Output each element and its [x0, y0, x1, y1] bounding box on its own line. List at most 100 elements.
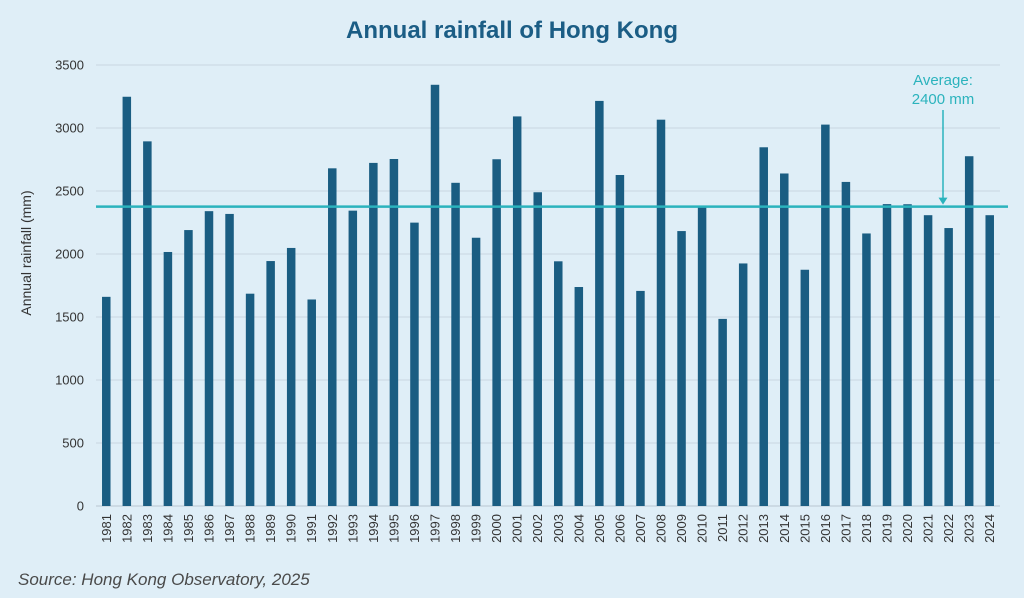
y-tick-label: 2000 — [55, 247, 84, 262]
x-tick-label: 2021 — [921, 514, 936, 543]
chart-title: Annual rainfall of Hong Kong — [346, 17, 678, 44]
x-tick-label: 2014 — [777, 514, 792, 543]
bar — [677, 231, 686, 506]
x-tick-label: 2023 — [962, 514, 977, 543]
bar — [780, 173, 789, 506]
average-label-line1: Average: — [913, 72, 973, 89]
bar — [348, 210, 358, 506]
bar — [245, 293, 255, 506]
x-tick-label: 2024 — [982, 514, 997, 543]
x-tick-label: 2006 — [612, 514, 627, 543]
y-tick-label: 500 — [62, 436, 84, 451]
bar — [451, 182, 460, 506]
bar — [492, 159, 501, 507]
bar — [328, 168, 337, 506]
x-tick-label: 2017 — [838, 514, 853, 543]
bar — [554, 261, 563, 506]
x-tick-label: 1981 — [99, 514, 114, 543]
x-tick-label: 1990 — [284, 514, 299, 543]
y-axis-label: Annual rainfall (mm) — [18, 190, 34, 315]
x-tick-label: 1999 — [469, 514, 484, 543]
x-tick-label: 2001 — [510, 514, 525, 543]
x-tick-label: 2022 — [941, 514, 956, 543]
x-tick-label: 1984 — [160, 514, 175, 543]
bar — [697, 207, 707, 507]
bar — [656, 119, 666, 507]
y-tick-label: 0 — [77, 499, 84, 514]
x-tick-label: 2013 — [756, 514, 771, 543]
x-tick-label: 1996 — [407, 514, 422, 543]
x-tick-label: 2019 — [880, 514, 895, 543]
x-tick-label: 2005 — [592, 514, 607, 543]
x-tick-label: 1986 — [202, 514, 217, 543]
bar — [862, 233, 871, 506]
bar — [102, 296, 111, 506]
bar — [307, 299, 316, 506]
x-tick-label: 1997 — [428, 514, 443, 543]
x-tick-label: 1998 — [448, 514, 463, 543]
source-note: Source: Hong Kong Observatory, 2025 — [18, 570, 310, 589]
bar — [882, 204, 892, 506]
x-tick-label: 1985 — [181, 514, 196, 543]
bar — [636, 290, 645, 506]
bar — [184, 230, 193, 506]
bars — [102, 84, 994, 507]
y-axis-ticks: 0 500 1000 1500 2000 2500 3000 3500 — [55, 58, 84, 514]
x-tick-label: 2016 — [818, 514, 833, 543]
y-tick-label: 1500 — [55, 310, 84, 325]
x-tick-label: 2003 — [551, 514, 566, 543]
average-arrow-head — [938, 197, 948, 205]
y-tick-label: 3000 — [55, 121, 84, 136]
bar — [923, 215, 933, 506]
bar — [143, 141, 152, 506]
bar — [369, 162, 378, 507]
bar — [225, 213, 234, 506]
bar — [389, 158, 399, 506]
bar — [512, 116, 522, 507]
x-tick-label: 1988 — [243, 514, 258, 543]
x-tick-label: 2015 — [797, 514, 812, 543]
x-tick-label: 1995 — [386, 514, 401, 543]
y-tick-label: 3500 — [55, 58, 84, 73]
bar — [122, 96, 132, 506]
x-tick-label: 1989 — [263, 514, 278, 543]
x-tick-label: 2000 — [489, 514, 504, 543]
bar — [574, 287, 584, 506]
bar — [800, 269, 810, 506]
bar — [759, 147, 768, 506]
x-tick-label: 1994 — [366, 514, 381, 543]
x-tick-label: 2007 — [633, 514, 648, 543]
bar — [821, 124, 830, 507]
bar — [533, 192, 542, 506]
bar — [841, 181, 851, 507]
bar — [430, 84, 440, 507]
average-label-line2: 2400 mm — [912, 91, 975, 108]
bar — [595, 100, 604, 506]
x-tick-label: 1992 — [325, 514, 340, 543]
x-tick-label: 2020 — [900, 514, 915, 543]
bar — [903, 204, 912, 507]
y-tick-label: 1000 — [55, 373, 84, 388]
bar — [964, 156, 974, 506]
x-axis-ticks: 1981 1982 1983 1984 1985 1986 1987 1988 1989 1990… — [99, 514, 997, 543]
x-tick-label: 1991 — [304, 514, 319, 543]
x-tick-label: 1982 — [119, 514, 134, 543]
x-tick-label: 2011 — [715, 514, 730, 542]
bar — [615, 174, 625, 507]
bar — [738, 263, 748, 506]
x-tick-label: 2018 — [859, 514, 874, 543]
x-tick-label: 2010 — [695, 514, 710, 543]
average-reference: Average: 2400 mm — [96, 72, 1008, 208]
x-tick-label: 2002 — [530, 514, 545, 543]
x-tick-label: 2008 — [654, 514, 669, 543]
bar — [266, 261, 275, 506]
bar — [471, 237, 481, 506]
x-tick-label: 2009 — [674, 514, 689, 543]
bar — [985, 215, 994, 506]
x-tick-label: 2004 — [571, 514, 586, 543]
x-tick-label: 2012 — [736, 514, 751, 543]
bar — [286, 247, 296, 506]
bar — [163, 251, 173, 506]
